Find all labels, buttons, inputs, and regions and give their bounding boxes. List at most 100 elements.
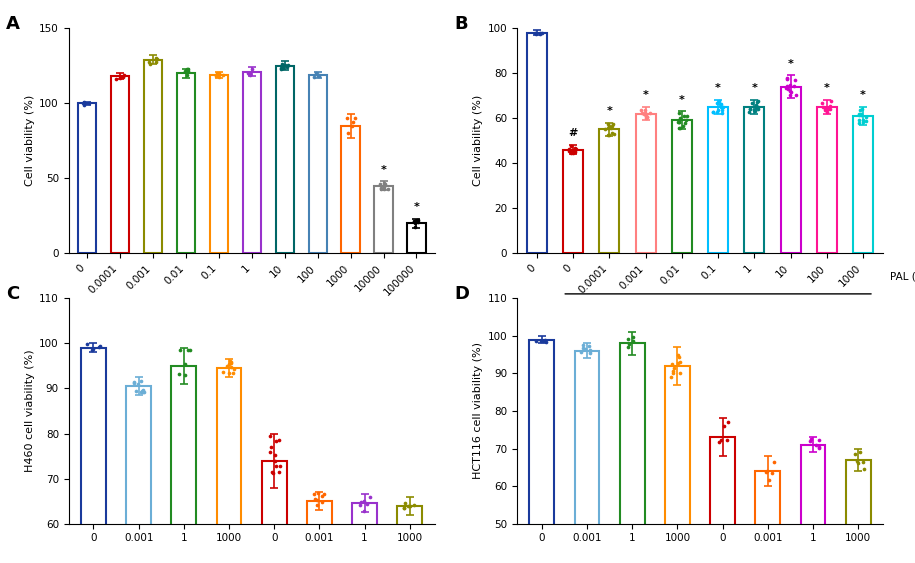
Point bbox=[149, 58, 164, 67]
Point bbox=[673, 113, 687, 122]
Point bbox=[749, 98, 764, 107]
Point bbox=[223, 358, 238, 367]
Point bbox=[680, 112, 694, 121]
Point bbox=[81, 99, 96, 108]
Text: *: * bbox=[642, 90, 649, 100]
Point bbox=[853, 448, 867, 457]
Point bbox=[269, 462, 284, 471]
Point bbox=[281, 61, 296, 70]
Bar bbox=[217, 368, 242, 563]
Point bbox=[640, 112, 654, 121]
Point bbox=[223, 357, 238, 366]
Point bbox=[672, 118, 686, 127]
Point bbox=[396, 503, 411, 512]
Point bbox=[720, 436, 735, 445]
Point bbox=[816, 102, 831, 111]
Point bbox=[780, 81, 794, 90]
Point bbox=[381, 185, 395, 194]
Point bbox=[113, 73, 127, 82]
Point bbox=[533, 336, 548, 345]
Point bbox=[309, 495, 324, 504]
Point bbox=[275, 64, 290, 73]
Point bbox=[855, 105, 869, 114]
Point bbox=[858, 113, 873, 122]
Point bbox=[225, 369, 240, 378]
Point bbox=[267, 451, 282, 460]
Point bbox=[601, 123, 616, 132]
Point bbox=[222, 359, 237, 368]
Point bbox=[808, 440, 823, 449]
Point bbox=[705, 108, 720, 117]
Point bbox=[767, 457, 781, 466]
Point bbox=[278, 61, 293, 70]
Point bbox=[857, 465, 872, 474]
Y-axis label: Cell viability (%): Cell viability (%) bbox=[473, 95, 483, 186]
Text: *: * bbox=[414, 202, 419, 212]
Bar bbox=[665, 366, 690, 563]
Bar bbox=[530, 339, 554, 563]
Point bbox=[583, 345, 597, 354]
Point bbox=[803, 436, 818, 445]
Point bbox=[86, 344, 101, 353]
Point bbox=[714, 99, 728, 108]
Point bbox=[312, 72, 327, 81]
Point bbox=[227, 364, 242, 373]
Point bbox=[783, 81, 798, 90]
Point bbox=[600, 123, 615, 132]
Point bbox=[743, 105, 758, 114]
Point bbox=[671, 118, 685, 127]
Point bbox=[711, 105, 726, 114]
Point bbox=[180, 65, 195, 74]
Point bbox=[409, 216, 424, 225]
Point bbox=[779, 84, 793, 93]
Point bbox=[403, 502, 417, 511]
Point bbox=[309, 69, 324, 78]
Point bbox=[397, 499, 412, 508]
Bar bbox=[599, 129, 619, 253]
Point bbox=[620, 334, 635, 343]
Point bbox=[759, 467, 773, 476]
Bar bbox=[374, 186, 393, 253]
Bar bbox=[672, 120, 692, 253]
Point bbox=[221, 368, 236, 377]
Point bbox=[782, 86, 797, 95]
Point bbox=[673, 369, 688, 378]
Point bbox=[178, 359, 192, 368]
Point bbox=[671, 351, 685, 360]
Point bbox=[92, 343, 106, 352]
Point bbox=[357, 497, 371, 506]
Point bbox=[126, 378, 141, 387]
Point bbox=[665, 360, 680, 369]
Point bbox=[765, 468, 780, 477]
Point bbox=[407, 501, 422, 510]
Point bbox=[677, 118, 692, 127]
Bar bbox=[853, 116, 873, 253]
Bar bbox=[527, 33, 547, 253]
Point bbox=[675, 121, 690, 130]
Point bbox=[824, 97, 839, 106]
Point bbox=[565, 146, 579, 155]
Text: *: * bbox=[381, 164, 386, 175]
Point bbox=[854, 109, 868, 118]
Point bbox=[859, 116, 874, 125]
Point bbox=[564, 149, 578, 158]
Point bbox=[211, 73, 226, 82]
Bar bbox=[126, 386, 151, 563]
Point bbox=[362, 493, 377, 502]
Point bbox=[223, 362, 238, 371]
Point bbox=[373, 180, 388, 189]
Point bbox=[851, 459, 866, 468]
Point bbox=[274, 64, 289, 73]
Point bbox=[377, 179, 392, 188]
Point bbox=[672, 353, 686, 362]
Point bbox=[127, 378, 142, 387]
Point bbox=[311, 70, 326, 79]
Text: D: D bbox=[455, 285, 469, 303]
Point bbox=[780, 84, 795, 93]
Point bbox=[274, 64, 288, 73]
Point bbox=[672, 117, 686, 126]
Point bbox=[307, 490, 321, 499]
Point bbox=[134, 377, 148, 386]
Text: *: * bbox=[751, 83, 758, 93]
Point bbox=[853, 105, 867, 114]
